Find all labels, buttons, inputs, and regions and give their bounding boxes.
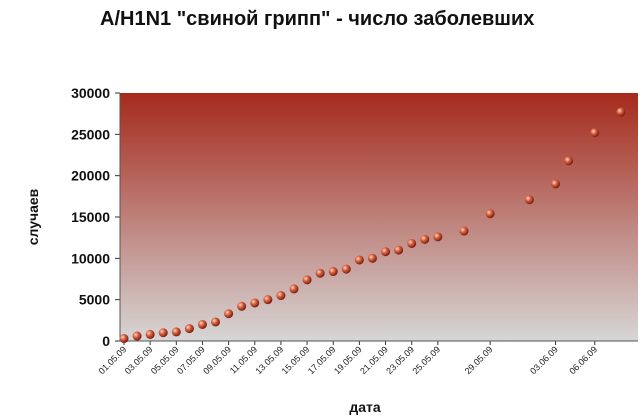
data-point xyxy=(276,291,286,301)
data-point xyxy=(551,179,561,189)
data-point xyxy=(590,128,600,138)
x-tick-label: 06.06.09 xyxy=(567,344,599,376)
data-point xyxy=(184,324,194,334)
plot-area xyxy=(120,93,638,341)
x-tick-label: 09.05.09 xyxy=(201,344,233,376)
data-point xyxy=(250,298,260,308)
data-point xyxy=(145,329,155,339)
data-point xyxy=(485,209,495,219)
y-tick-label: 5000 xyxy=(79,292,110,308)
data-point xyxy=(564,156,574,166)
y-tick-label: 10000 xyxy=(71,250,110,266)
data-point xyxy=(289,284,299,294)
y-tick-label: 20000 xyxy=(71,168,110,184)
x-tick-label: 29.05.09 xyxy=(463,344,495,376)
data-point xyxy=(459,226,469,236)
data-point xyxy=(158,328,168,338)
data-point xyxy=(263,295,273,305)
data-point xyxy=(132,331,142,341)
data-point xyxy=(197,319,207,329)
data-point xyxy=(171,327,181,337)
data-point xyxy=(381,247,391,257)
data-point xyxy=(224,309,234,319)
y-axis-label: случаев xyxy=(25,188,41,245)
data-point xyxy=(616,107,626,117)
data-point xyxy=(407,238,417,248)
data-point xyxy=(367,253,377,263)
data-point xyxy=(328,267,338,277)
x-tick-label: 25.05.09 xyxy=(410,344,442,376)
data-point xyxy=(394,245,404,255)
data-point xyxy=(420,234,430,244)
y-tick-label: 30000 xyxy=(71,85,110,101)
chart-title: A/H1N1 "свиной грипп" - число заболевших xyxy=(100,8,535,30)
data-point xyxy=(433,232,443,242)
data-point xyxy=(302,275,312,285)
x-tick-label: 03.06.09 xyxy=(528,344,560,376)
data-point xyxy=(354,255,364,265)
y-tick-label: 0 xyxy=(102,333,110,349)
data-point xyxy=(237,301,247,311)
x-axis-label: дата xyxy=(349,399,381,415)
data-point xyxy=(119,334,129,344)
y-tick-label: 15000 xyxy=(71,209,110,225)
data-point xyxy=(341,264,351,274)
data-point xyxy=(211,317,221,327)
data-point xyxy=(315,268,325,278)
y-tick-label: 25000 xyxy=(71,126,110,142)
data-point xyxy=(524,195,534,205)
